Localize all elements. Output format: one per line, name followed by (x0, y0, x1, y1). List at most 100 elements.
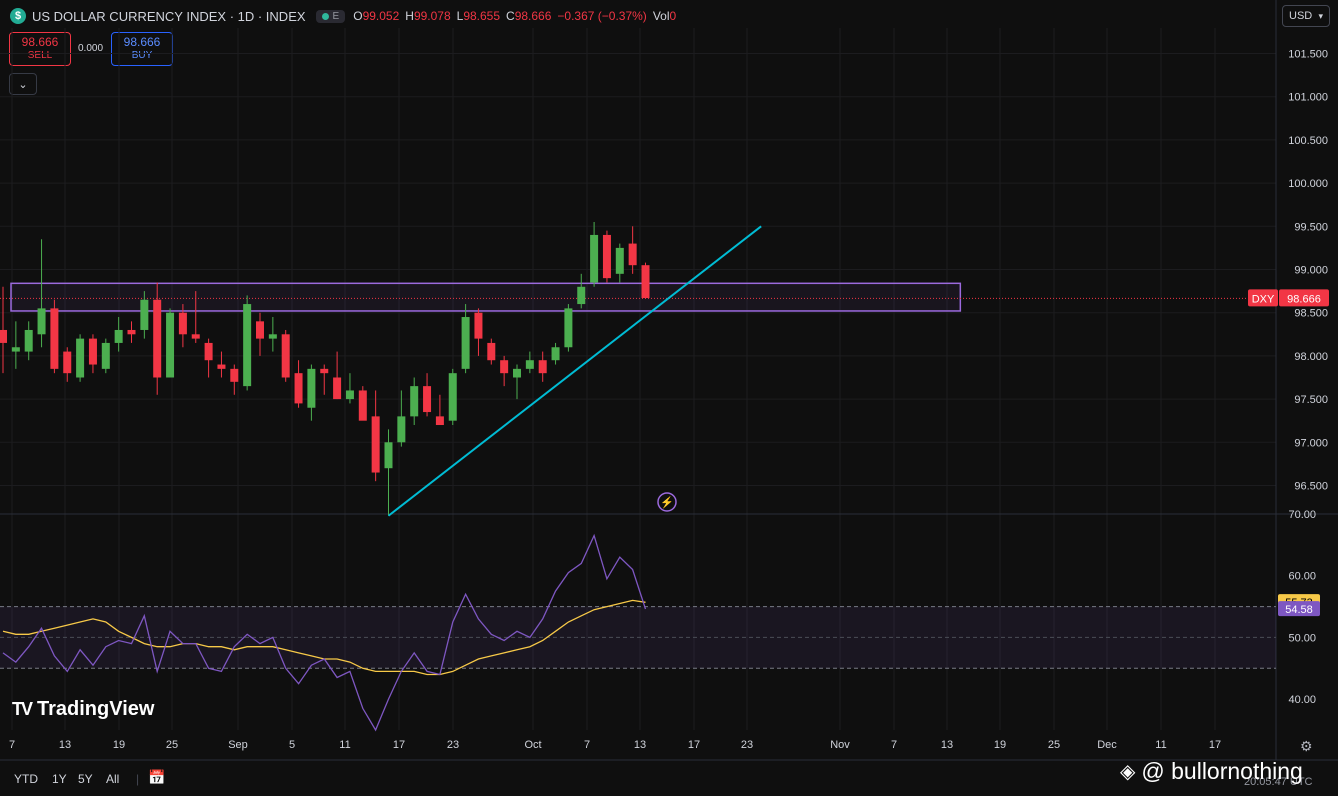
x-tick-label: 7 (891, 739, 897, 751)
buy-price: 98.666 (123, 35, 161, 49)
chevron-down-icon: ▾ (1318, 10, 1323, 21)
settings-gear-icon[interactable]: ⚙ (1300, 738, 1313, 754)
range-ytd-button[interactable]: YTD (14, 772, 38, 786)
candle-body (384, 442, 393, 469)
y-tick-label: 101.000 (1288, 92, 1328, 104)
calendar-icon[interactable]: 📅 (148, 769, 166, 785)
rsi-y-tick-label: 60.00 (1288, 571, 1316, 583)
last-price-tag (1279, 289, 1329, 307)
candle-body (153, 299, 162, 378)
candle-body (281, 334, 290, 378)
candle-body (63, 351, 72, 374)
x-tick-label: 11 (339, 739, 350, 751)
range-5y-button[interactable]: 5Y (78, 772, 93, 786)
y-tick-label: 97.000 (1294, 437, 1328, 449)
collapse-legend-button[interactable]: ⌄ (9, 73, 37, 95)
candle-body (320, 368, 329, 374)
symbol-tag-label: DXY (1252, 293, 1275, 305)
rsi-value-tag-label: 54.58 (1285, 604, 1313, 616)
dollar-logo-icon: $ (10, 8, 26, 24)
watermark-text: @ bullornothing (1141, 758, 1303, 784)
candle-body (358, 390, 367, 421)
candle-body (294, 373, 303, 404)
range-1y-button[interactable]: 1Y (52, 772, 67, 786)
candle-body (243, 304, 252, 387)
y-tick-label: 98.500 (1294, 308, 1328, 320)
x-tick-label: 7 (9, 739, 15, 751)
diamond-logo-icon: ◈ (1120, 761, 1136, 783)
candle-body (230, 368, 239, 382)
x-tick-label: 11 (1155, 739, 1166, 751)
y-tick-label: 98.000 (1294, 351, 1328, 363)
y-tick-label: 99.500 (1294, 221, 1328, 233)
y-tick-label: 96.500 (1294, 480, 1328, 492)
candle-body (461, 317, 470, 369)
candle-body (191, 334, 200, 339)
chevron-down-icon: ⌄ (18, 78, 28, 91)
range-all-button[interactable]: All (106, 772, 120, 786)
candle-body (217, 364, 226, 369)
x-tick-label: 25 (166, 739, 178, 751)
candle-body (487, 342, 496, 361)
candle-body (397, 416, 406, 443)
y-tick-label: 101.500 (1288, 49, 1328, 61)
tradingview-branding: TV TradingView (12, 698, 154, 721)
rsi-line (2, 533, 647, 732)
ohlc-open-label: O (353, 9, 363, 23)
ohlc-close-value: 98.666 (514, 9, 552, 23)
y-tick-label: 100.000 (1288, 178, 1328, 190)
sell-button[interactable]: 98.666 SELL (9, 32, 71, 66)
candle-body (166, 312, 175, 378)
x-tick-label: 17 (688, 739, 700, 751)
exchange-badge[interactable]: E (315, 9, 346, 23)
candle-body (50, 308, 59, 369)
spread-value: 0.000 (78, 43, 104, 54)
tradingview-wordmark: TradingView (37, 698, 155, 720)
candle-body (204, 342, 213, 361)
x-tick-label: 17 (1209, 739, 1221, 751)
candle-body (140, 299, 149, 330)
candle-body (602, 234, 611, 279)
rsi-y-tick-label: 40.00 (1288, 694, 1316, 706)
x-tick-label: Nov (830, 739, 850, 751)
last-price-tag-label: 98.666 (1287, 293, 1321, 305)
watermark: ◈ @ bullornothing (1120, 758, 1303, 785)
candle-body (551, 347, 560, 361)
x-tick-label: 23 (447, 739, 459, 751)
clock: 20:05:47 UTC (1244, 776, 1313, 788)
candle-body (590, 234, 599, 283)
candle-body (333, 377, 342, 400)
sell-price: 98.666 (21, 35, 59, 49)
volume-label: Vol (652, 9, 670, 23)
candle-body (0, 329, 7, 343)
currency-selector-value: USD (1289, 10, 1313, 22)
candle-body (410, 386, 419, 417)
x-tick-label: 25 (1048, 739, 1060, 751)
y-tick-label: 99.000 (1294, 265, 1328, 277)
candle-body (435, 416, 444, 426)
ohlc-low-value: 98.655 (463, 9, 501, 23)
lightning-icon: ⚡ (660, 496, 674, 509)
rsi-y-tick-label: 70.00 (1288, 509, 1316, 521)
trendline (387, 225, 762, 517)
candle-body (615, 247, 624, 274)
symbol-title[interactable]: US DOLLAR CURRENCY INDEX · 1D · INDEX (32, 8, 306, 24)
market-status-icon (321, 12, 329, 20)
currency-selector[interactable]: USD ▾ (1282, 5, 1330, 27)
tradingview-logo-icon: TV (12, 699, 33, 719)
candle-body (37, 308, 46, 335)
candle-body (127, 329, 136, 335)
ohlc-high-label: H (405, 9, 414, 23)
symbol-header: $ US DOLLAR CURRENCY INDEX · 1D · INDEX … (10, 6, 682, 26)
x-tick-label: 5 (289, 739, 295, 751)
x-tick-label: 17 (393, 739, 405, 751)
candle-body (371, 416, 380, 473)
candle-body (474, 312, 483, 339)
candle-body (564, 308, 573, 348)
ohlc-low-label: L (456, 9, 464, 23)
x-tick-label: 19 (994, 739, 1006, 751)
symbol-tag (1248, 289, 1278, 307)
x-tick-label: 13 (634, 739, 646, 751)
candle-body (114, 329, 123, 343)
